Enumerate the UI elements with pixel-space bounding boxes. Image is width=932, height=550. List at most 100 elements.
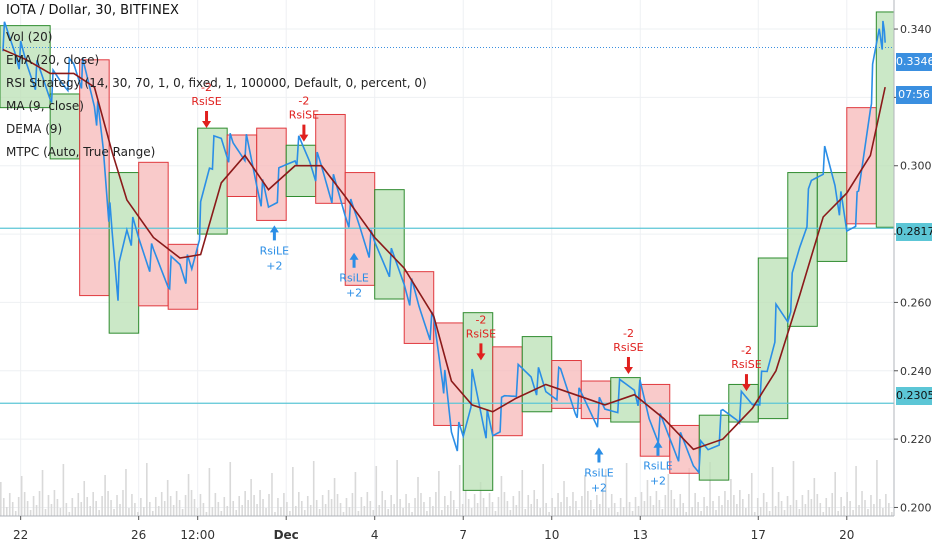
volume-bar: [89, 506, 91, 516]
volume-bar: [86, 497, 89, 516]
volume-bar: [312, 461, 315, 516]
volume-bar: [420, 493, 422, 516]
volume-bar: [736, 504, 738, 516]
volume-bar: [98, 510, 100, 516]
volume-bar: [622, 507, 625, 516]
range-box-down: [138, 161, 169, 307]
legend-ema[interactable]: EMA (20, close): [6, 53, 100, 67]
volume-bar: [378, 505, 381, 516]
volume-bar: [107, 491, 109, 516]
volume-bar: [372, 510, 375, 516]
volume-bar: [80, 502, 83, 516]
volume-bar: [327, 490, 330, 516]
volume-bar: [777, 492, 780, 516]
volume-bar: [527, 495, 530, 516]
volume-bar: [20, 476, 23, 516]
volume-bar: [217, 502, 220, 516]
volume-bar: [175, 491, 178, 516]
volume-bar: [786, 496, 789, 516]
volume-bar: [867, 509, 869, 516]
volume-bar: [882, 508, 884, 516]
volume-bar: [68, 512, 71, 516]
volume-bar: [691, 507, 693, 516]
volume-bar: [181, 509, 184, 516]
buy-signal-value: +2: [266, 259, 282, 272]
x-tick-label: 22: [13, 528, 28, 542]
legend-rsi-strategy[interactable]: RSI Strategy (14, 30, 70, 1, 0, fixed, 1…: [6, 76, 427, 90]
volume-bar: [244, 491, 246, 516]
sell-signal-value: -2: [201, 81, 212, 94]
volume-bar: [733, 495, 735, 516]
volume-bar: [768, 511, 771, 516]
volume-bar: [670, 490, 673, 516]
volume-bar: [613, 503, 616, 516]
volume-bar: [694, 493, 696, 516]
legend-dema[interactable]: DEMA (9): [6, 122, 63, 136]
volume-bar: [184, 495, 187, 516]
volume-bar: [560, 502, 562, 516]
volume-bar: [762, 493, 765, 516]
volume-bar: [92, 492, 94, 516]
volume-bar: [715, 510, 717, 516]
volume-bar: [193, 499, 196, 516]
volume-bar: [709, 462, 711, 516]
range-box-up: [816, 172, 848, 262]
volume-bar: [187, 474, 190, 516]
volume-bar: [295, 506, 297, 516]
volume-bar: [122, 490, 124, 516]
volume-bar: [289, 511, 291, 516]
volume-bar: [387, 509, 389, 516]
volume-bar: [798, 509, 801, 516]
volume-bar: [479, 482, 482, 516]
volume-bar: [178, 500, 181, 516]
volume-bar: [718, 496, 720, 516]
volume-bar: [432, 506, 434, 516]
volume-bar: [888, 503, 890, 516]
volume-bar: [268, 494, 270, 516]
volume-bar: [29, 510, 32, 516]
volume-bar: [667, 474, 670, 516]
volume-bar: [864, 500, 866, 516]
volume-bar: [444, 496, 446, 516]
volume-bar: [113, 509, 115, 516]
volume-bar: [306, 496, 309, 516]
volume-bar: [554, 507, 556, 516]
volume-bar: [166, 480, 169, 516]
legend-volume[interactable]: Vol (20): [6, 30, 53, 44]
volume-bar: [223, 497, 226, 516]
legend-ma[interactable]: MA (9, close): [6, 99, 84, 113]
volume-bar: [828, 507, 831, 516]
buy-signal-label: RsiLE: [584, 467, 614, 480]
volume-bar: [607, 508, 610, 516]
volume-bar: [655, 491, 658, 516]
volume-bar: [831, 493, 834, 516]
volume-bar: [56, 499, 59, 516]
volume-bar: [497, 497, 500, 516]
ema-line: [2, 48, 886, 451]
volume-bar: [756, 498, 759, 516]
volume-bar: [62, 464, 65, 516]
volume-bar: [843, 506, 845, 516]
volume-bar: [750, 473, 753, 516]
volume-bar: [858, 505, 860, 516]
sell-signal-label: RsiSE: [731, 358, 761, 371]
range-box-up: [374, 189, 405, 300]
volume-bar: [685, 512, 687, 516]
volume-bar: [721, 505, 723, 516]
sell-signal-label: RsiSE: [613, 341, 643, 354]
volume-bar: [870, 495, 872, 516]
volume-bar: [274, 512, 276, 516]
volume-bar: [253, 495, 255, 516]
volume-bar: [134, 503, 136, 516]
volume-bar: [491, 502, 494, 516]
volume-bar: [774, 506, 777, 516]
volume-bar: [211, 507, 214, 516]
volume-bar: [47, 495, 50, 516]
volume-bar: [336, 494, 339, 516]
x-tick-label: 10: [544, 528, 559, 542]
volume-bar: [220, 511, 223, 516]
legend-mtpc[interactable]: MTPC (Auto, True Range): [6, 145, 156, 159]
volume-bar: [533, 490, 536, 516]
